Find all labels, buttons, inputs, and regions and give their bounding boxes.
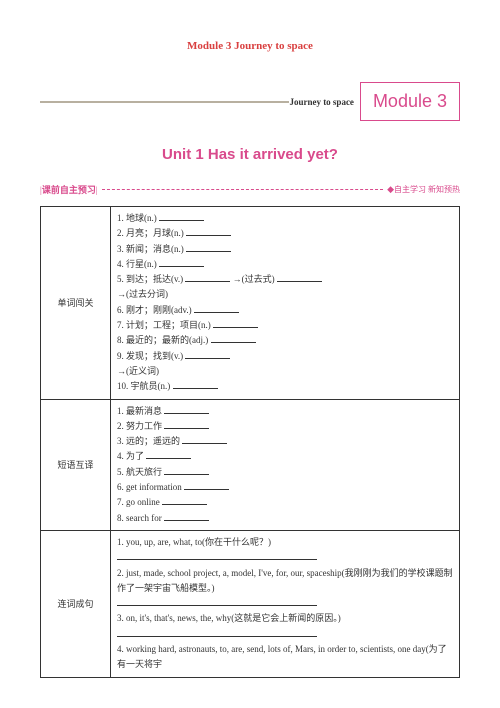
bracket-right: |	[96, 185, 98, 195]
blank	[173, 379, 218, 389]
blank	[277, 272, 322, 282]
blank	[159, 211, 204, 221]
diamond-icon: ◆	[387, 184, 394, 195]
section-right-text: 自主学习 新知预热	[394, 184, 460, 195]
section-label: 课前自主预习	[42, 183, 96, 196]
row-label: 短语互译	[41, 399, 111, 530]
blank	[211, 333, 256, 343]
blank-line	[117, 627, 317, 637]
header-row: Journey to space Module 3	[40, 82, 460, 121]
blank	[164, 511, 209, 521]
blank	[186, 242, 231, 252]
blank-line	[117, 550, 317, 560]
blank	[184, 480, 229, 490]
row-content: 1. 地球(n.) 2. 月亮；月球(n.) 3. 新闻；消息(n.) 4. 行…	[111, 207, 460, 400]
section-row: | 课前自主预习 | ◆ 自主学习 新知预热	[40, 183, 460, 196]
blank	[164, 404, 209, 414]
blank	[159, 257, 204, 267]
blank	[164, 465, 209, 475]
blank	[146, 449, 191, 459]
blank-line	[117, 596, 317, 606]
row-content: 1. you, up, are, what, to(你在干什么呢？)2. jus…	[111, 530, 460, 677]
blank	[185, 272, 230, 282]
module-title: Module 3 Journey to space	[40, 40, 460, 52]
journey-text: Journey to space	[289, 97, 354, 107]
dash-line	[102, 189, 383, 190]
blank	[213, 318, 258, 328]
header-line	[40, 101, 289, 103]
worksheet-table: 单词闯关1. 地球(n.) 2. 月亮；月球(n.) 3. 新闻；消息(n.) …	[40, 206, 460, 678]
blank	[186, 226, 231, 236]
row-content: 1. 最新消息 2. 努力工作 3. 远的；遥远的 4. 为了 5. 航天旅行 …	[111, 399, 460, 530]
blank	[194, 303, 239, 313]
blank	[162, 495, 207, 505]
blank	[182, 434, 227, 444]
blank	[185, 349, 230, 359]
row-label: 单词闯关	[41, 207, 111, 400]
row-label: 连词成句	[41, 530, 111, 677]
module-box: Module 3	[360, 82, 460, 121]
unit-title: Unit 1 Has it arrived yet?	[40, 146, 460, 163]
blank	[164, 419, 209, 429]
